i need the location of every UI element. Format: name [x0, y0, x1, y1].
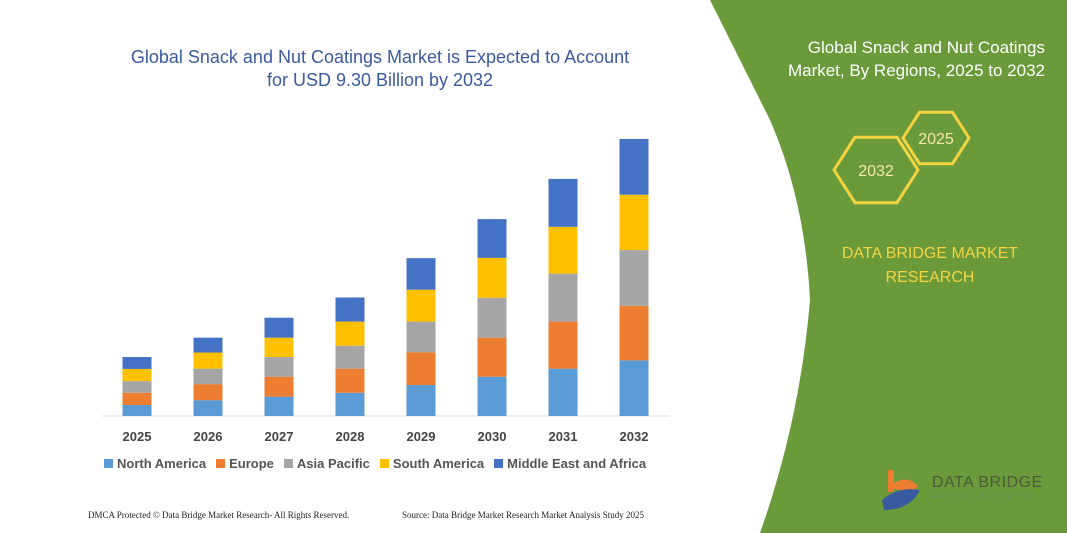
bar-segment-2032-3: [619, 194, 649, 251]
legend-label: Middle East and Africa: [507, 456, 647, 471]
legend-label: Europe: [229, 456, 274, 471]
bar-segment-2026-4: [193, 337, 223, 353]
bar-segment-2032-0: [619, 360, 649, 416]
logo-mark-icon: [882, 470, 920, 510]
bar-segment-2029-4: [406, 258, 436, 290]
title-line-2: for USD 9.30 Billion by 2032: [266, 70, 494, 90]
footer-source: Source: Data Bridge Market Research Mark…: [402, 510, 644, 520]
legend-swatch: [379, 459, 389, 468]
bar-segment-2026-0: [193, 400, 223, 416]
bar-segment-2025-3: [122, 368, 152, 382]
brand-text: DATA BRIDGE MARKET RESEARCH: [800, 242, 1060, 290]
legend-swatch: [283, 459, 293, 468]
title-line-1: Global Snack and Nut Coatings Market is …: [130, 47, 630, 67]
year-2025-hexagon: [901, 110, 971, 166]
x-tick-label: 2026: [194, 429, 223, 444]
bar-segment-2030-4: [477, 219, 507, 258]
bar-segment-2026-1: [193, 384, 223, 401]
side-panel-background: [710, 0, 1067, 533]
footer-copyright: DMCA Protected © Data Bridge Market Rese…: [88, 510, 350, 520]
bar-segment-2028-2: [335, 345, 365, 369]
bar-segment-2027-0: [264, 396, 294, 416]
bar-segment-2031-2: [548, 273, 578, 322]
year-2025-label: 2025: [918, 131, 954, 148]
x-tick-label: 2028: [336, 429, 365, 444]
legend-item: Asia Pacific: [283, 456, 370, 471]
brand-line-1: DATA BRIDGE MARKET: [841, 245, 1019, 262]
bar-segment-2032-1: [619, 305, 649, 361]
bar-segment-2027-3: [264, 337, 294, 358]
bar-segment-2028-0: [335, 392, 365, 416]
bar-segment-2031-4: [548, 178, 578, 227]
x-tick-label: 2031: [549, 429, 578, 444]
x-tick-label: 2029: [407, 429, 436, 444]
legend-label: North America: [117, 456, 207, 471]
bar-segment-2026-2: [193, 368, 223, 385]
bar-segment-2032-2: [619, 250, 649, 306]
legend-swatch: [494, 459, 504, 468]
legend-item: South America: [379, 456, 485, 471]
legend-item: Middle East and Africa: [494, 456, 646, 471]
bar-segment-2031-0: [548, 368, 578, 416]
bar-segment-2025-0: [122, 404, 152, 416]
bar-segment-2030-3: [477, 257, 507, 298]
bar-segment-2026-3: [193, 352, 223, 369]
x-tick-label: 2030: [478, 429, 507, 444]
x-tick-label: 2025: [123, 429, 152, 444]
legend-label: Asia Pacific: [296, 456, 370, 471]
bar-segment-2029-1: [406, 352, 436, 386]
bar-segment-2025-1: [122, 392, 152, 405]
bar-segment-2031-3: [548, 226, 578, 274]
legend-label: South America: [392, 456, 485, 471]
legend-item: Europe: [216, 456, 274, 471]
bar-segment-2027-2: [264, 357, 294, 377]
bar-segment-2025-2: [122, 381, 152, 393]
bar-segment-2029-0: [406, 385, 436, 416]
bar-segment-2025-4: [122, 357, 152, 369]
bar-segment-2028-1: [335, 368, 365, 393]
legend-item: North America: [104, 456, 206, 471]
brand-line-2: RESEARCH: [885, 269, 975, 286]
legend-swatch: [104, 459, 113, 468]
bar-segment-2032-4: [619, 139, 649, 195]
bar-segment-2030-0: [477, 376, 507, 416]
x-tick-label: 2027: [265, 429, 294, 444]
chart-title: Global Snack and Nut Coatings Market is …: [100, 46, 660, 92]
year-2032-label: 2032: [858, 163, 894, 180]
bar-segment-2028-4: [335, 297, 365, 322]
legend-swatch: [216, 459, 226, 468]
side-title-line-2: Market, By Regions, 2025 to 2032: [787, 61, 1045, 80]
bar-segment-2029-3: [406, 289, 436, 322]
year-2032-hexagon: [832, 135, 920, 205]
bar-segment-2027-1: [264, 376, 294, 397]
bar-segment-2030-1: [477, 337, 507, 377]
bar-segment-2031-1: [548, 321, 578, 369]
bar-segment-2030-2: [477, 297, 507, 338]
x-tick-label: 2032: [620, 429, 649, 444]
logo-subtitle: MARKET RESEARCH: [932, 494, 1037, 500]
bar-segment-2029-2: [406, 321, 436, 353]
logo-name: DATA BRIDGE: [932, 474, 1043, 491]
side-title-line-1: Global Snack and Nut Coatings: [807, 38, 1045, 57]
legend: North America Europe Asia Pacific South Ame…: [104, 456, 646, 471]
bar-segment-2027-4: [264, 317, 294, 338]
side-panel-title: Global Snack and Nut Coatings Market, By…: [745, 36, 1045, 82]
bar-segment-2028-3: [335, 321, 365, 346]
